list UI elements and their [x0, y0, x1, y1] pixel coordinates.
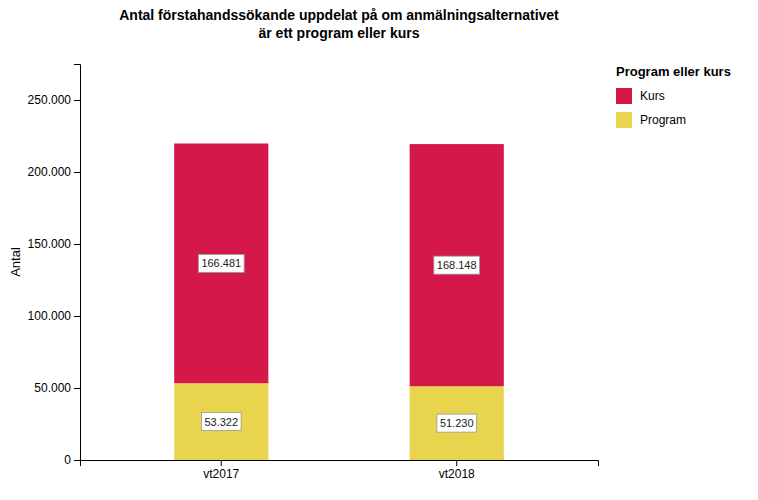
plot: 0 50.000 100.000 150.000 200.000 250.000 vt201… [28, 65, 599, 481]
data-label-group: 51.230 [437, 414, 477, 432]
y-tick-label: 100.000 [28, 309, 72, 323]
y-tick-mark [74, 388, 80, 389]
x-tick-label: vt2017 [203, 467, 239, 481]
legend-label: Program [640, 113, 686, 127]
bar [410, 144, 504, 386]
legend: Program eller kurs Kurs Program [616, 64, 731, 128]
title: Antal förstahandssökande uppdelat på om … [119, 7, 559, 41]
y-tick: 150.000 [28, 237, 80, 251]
series [174, 143, 504, 386]
chart: 0 50.000 100.000 150.000 200.000 250.000 vt201… [0, 0, 758, 500]
bar [174, 143, 268, 383]
x-axis-line [81, 461, 599, 467]
data-label: 53.322 [204, 416, 238, 428]
series [174, 383, 504, 460]
y-tick-mark [74, 316, 80, 317]
legend-item: Program [616, 112, 686, 128]
data-label-box [201, 413, 241, 431]
legend-item: Kurs [616, 88, 665, 104]
y-axis-title: Antal [8, 247, 23, 277]
y-tick: 200.000 [28, 165, 80, 179]
y-tick-label: 50.000 [34, 381, 71, 395]
y-tick-mark [74, 100, 80, 101]
data-labels: 53.322 51.230 166.481 168.148 [198, 254, 479, 432]
data-label-group: 168.148 [434, 256, 480, 274]
legend-title: Program eller kurs [616, 64, 731, 79]
y-tick-mark [74, 460, 80, 461]
y-tick-label: 250.000 [28, 93, 72, 107]
x-axis: vt2017 vt2018 [81, 460, 599, 481]
legend-swatch [616, 112, 632, 128]
x-tick-mark [456, 460, 457, 466]
bars [174, 143, 504, 460]
legend-swatch [616, 88, 632, 104]
y-tick: 50.000 [34, 381, 80, 395]
y-tick: 0 [64, 453, 80, 467]
y-tick-label: 0 [64, 453, 71, 467]
x-tick: vt2018 [439, 460, 475, 481]
data-label: 166.481 [201, 257, 241, 269]
bar [410, 386, 504, 460]
data-label-group: 53.322 [201, 413, 241, 431]
data-label-group: 166.481 [198, 254, 244, 272]
x-tick-mark [221, 460, 222, 466]
data-label-box [434, 256, 480, 274]
legend-label: Kurs [640, 89, 665, 103]
y-axis: 0 50.000 100.000 150.000 200.000 250.000 [28, 65, 81, 468]
data-label-box [437, 414, 477, 432]
y-tick-label: 200.000 [28, 165, 72, 179]
x-tick-label: vt2018 [439, 467, 475, 481]
y-tick-mark [74, 172, 80, 173]
data-label: 51.230 [440, 417, 474, 429]
y-tick-mark [74, 244, 80, 245]
y-axis-line [74, 65, 81, 461]
data-label: 168.148 [437, 259, 477, 271]
y-tick: 250.000 [28, 93, 80, 107]
bar [174, 383, 268, 460]
x-tick: vt2017 [203, 460, 239, 481]
y-tick-label: 150.000 [28, 237, 72, 251]
data-label-box [198, 254, 244, 272]
y-tick: 100.000 [28, 309, 80, 323]
